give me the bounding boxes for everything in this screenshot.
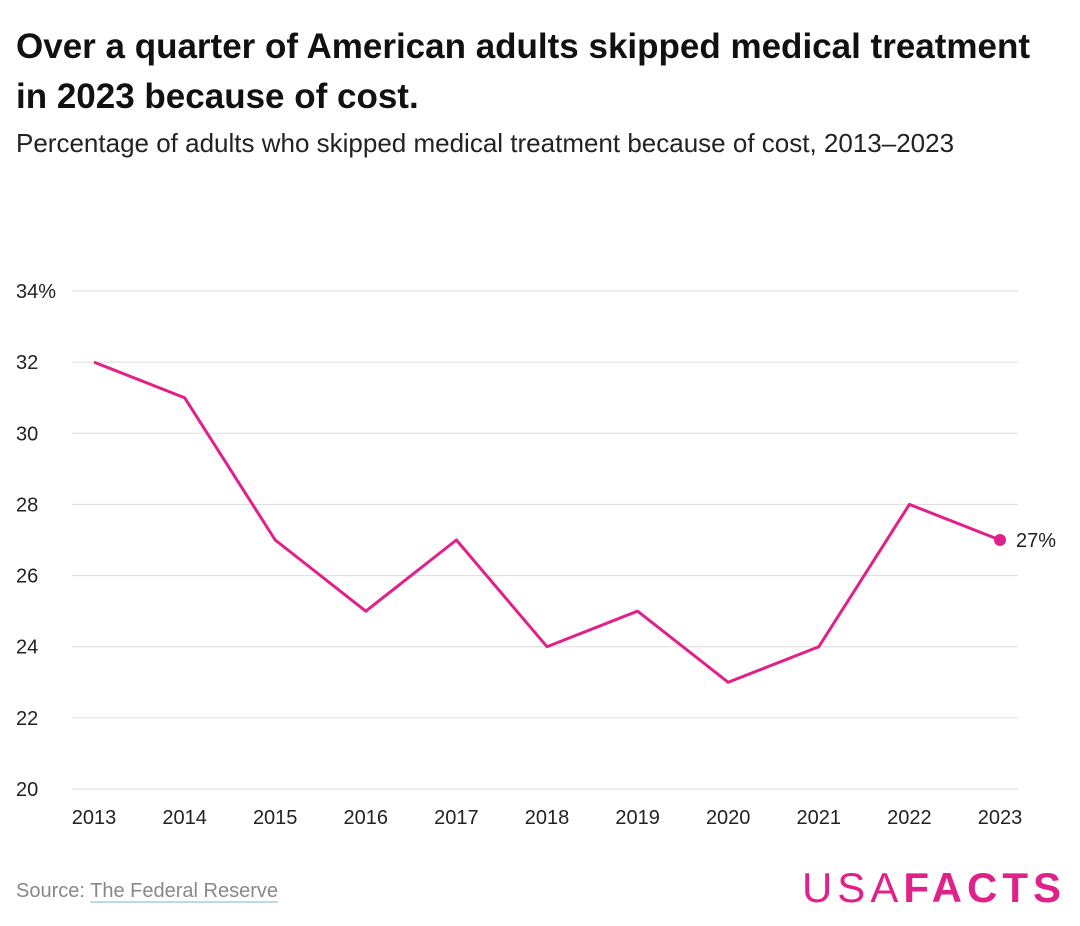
usafacts-logo[interactable]: USAFACTS <box>802 864 1066 912</box>
end-point-marker <box>994 534 1006 546</box>
source-note: Source: The Federal Reserve <box>16 880 278 903</box>
x-tick-label: 2015 <box>253 807 298 829</box>
y-tick-label: 32 <box>16 352 38 374</box>
x-tick-label: 2018 <box>525 807 570 829</box>
x-tick-label: 2014 <box>162 807 207 829</box>
y-tick-label: 30 <box>16 423 38 445</box>
x-tick-label: 2019 <box>615 807 660 829</box>
logo-usa-text: USA <box>801 864 904 911</box>
chart-title: Over a quarter of American adults skippe… <box>16 27 1031 116</box>
x-tick-label: 2017 <box>434 807 479 829</box>
series-line <box>93 360 1001 684</box>
logo-facts-text: FACTS <box>903 864 1066 911</box>
x-axis-ticks: 2013 2014 2015 2016 2017 2018 2019 2020 2021 2022… <box>72 807 1023 829</box>
y-tick-label: 28 <box>16 494 38 516</box>
y-tick-label: 34% <box>16 281 56 303</box>
x-tick-label: 2021 <box>797 807 842 829</box>
x-tick-label: 2020 <box>706 807 751 829</box>
source-link[interactable]: The Federal Reserve <box>90 880 278 902</box>
gridlines <box>72 290 1018 790</box>
x-tick-label: 2013 <box>72 807 117 829</box>
y-tick-label: 24 <box>16 637 38 659</box>
y-tick-label: 22 <box>16 708 38 730</box>
x-tick-label: 2022 <box>887 807 932 829</box>
y-tick-label: 26 <box>16 566 38 588</box>
x-tick-label: 2016 <box>344 807 389 829</box>
y-axis-ticks: 20 22 24 26 28 30 32 34% <box>16 281 56 801</box>
x-tick-label: 2023 <box>978 807 1023 829</box>
source-prefix: Source: <box>16 880 91 902</box>
y-tick-label: 20 <box>16 779 38 801</box>
end-point-label: 27% <box>1016 530 1056 552</box>
chart-subtitle: Percentage of adults who skipped medical… <box>16 128 955 158</box>
